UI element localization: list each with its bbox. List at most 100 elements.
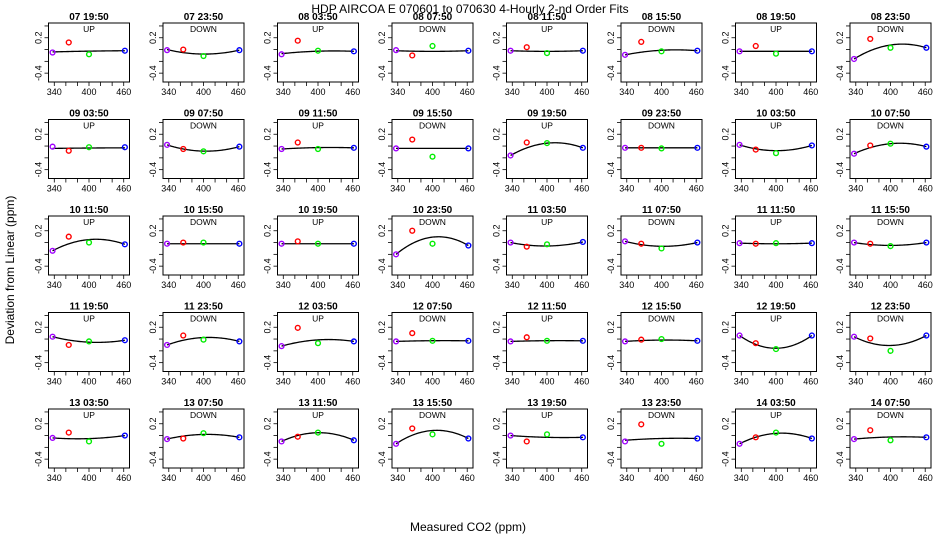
x-tick-label: 460 (803, 473, 818, 483)
x-tick-label: 400 (310, 473, 325, 483)
y-tick-label: 0.2 (835, 321, 845, 334)
data-point (867, 335, 874, 342)
x-tick-label: 340 (161, 473, 176, 483)
y-tick-label: -0.4 (606, 162, 616, 178)
panel-direction: DOWN (419, 314, 446, 324)
x-tick-label: 400 (654, 87, 669, 97)
data-point (180, 332, 187, 339)
x-tick-label: 460 (689, 184, 704, 194)
data-point (409, 330, 416, 337)
x-tick-label: 340 (47, 184, 62, 194)
fit-curve (624, 49, 698, 56)
fit-curve (281, 50, 354, 55)
x-tick-label: 340 (848, 87, 863, 97)
panel-direction: DOWN (877, 410, 904, 420)
panel-title: 08 15:50 (642, 12, 682, 23)
panel-direction: UP (541, 24, 553, 34)
data-point (200, 336, 207, 343)
x-tick-label: 400 (654, 280, 669, 290)
panel-title: 10 19:50 (298, 205, 338, 216)
panel-title: 07 19:50 (69, 12, 109, 23)
panel-direction: UP (83, 410, 95, 420)
y-tick-label: 0.2 (606, 128, 616, 141)
x-tick-label: 340 (505, 184, 520, 194)
data-point (180, 239, 187, 246)
x-tick-label: 340 (161, 87, 176, 97)
data-point (180, 145, 187, 153)
x-tick-label: 460 (116, 377, 131, 387)
y-tick-label: -0.4 (492, 258, 502, 274)
x-tick-label: 460 (803, 377, 818, 387)
data-point (350, 240, 357, 247)
data-point (429, 153, 436, 160)
x-tick-label: 340 (619, 377, 634, 387)
x-tick-label: 460 (345, 377, 360, 387)
x-tick-label: 400 (310, 280, 325, 290)
x-tick-label: 400 (539, 184, 554, 194)
x-tick-label: 340 (276, 473, 291, 483)
data-point (772, 240, 780, 247)
x-tick-label: 340 (848, 377, 863, 387)
data-point (85, 438, 93, 445)
fit-curve (166, 144, 240, 152)
x-tick-label: 460 (231, 377, 246, 387)
x-tick-label: 400 (81, 280, 96, 290)
data-point (772, 150, 780, 157)
data-point (887, 347, 894, 354)
data-point (507, 47, 514, 54)
data-point (867, 142, 874, 149)
y-tick-label: 0.2 (263, 417, 273, 430)
y-tick-label: -0.4 (34, 65, 44, 81)
data-point (638, 240, 645, 247)
panel-direction: DOWN (877, 314, 904, 324)
data-point (314, 145, 322, 153)
data-point (409, 136, 416, 143)
y-tick-label: 0.2 (377, 417, 387, 430)
y-tick-label: 0.2 (492, 31, 502, 44)
data-point (923, 332, 930, 339)
data-point (163, 341, 171, 349)
chart-title: HDP AIRCOA E 070601 to 070630 4-Hourly 2… (311, 2, 628, 16)
panel-direction: DOWN (190, 217, 217, 227)
data-point (867, 35, 874, 43)
x-tick-label: 400 (425, 184, 440, 194)
data-point (236, 434, 243, 441)
x-tick-label: 460 (918, 184, 933, 194)
x-tick-label: 340 (47, 473, 62, 483)
y-tick-label: -0.4 (721, 65, 731, 81)
data-point (314, 47, 322, 54)
fit-curve (281, 432, 355, 443)
data-point (579, 47, 586, 54)
data-point (923, 434, 930, 441)
x-tick-label: 460 (689, 473, 704, 483)
panel-title: 12 23:50 (871, 302, 911, 313)
fit-curve (510, 340, 583, 343)
y-tick-label: 0.2 (721, 31, 731, 44)
x-tick-label: 340 (505, 473, 520, 483)
y-tick-label: 0.2 (492, 128, 502, 141)
panel-direction: DOWN (877, 217, 904, 227)
data-point (465, 337, 472, 344)
fit-curve (853, 142, 927, 155)
y-tick-label: -0.4 (377, 355, 387, 371)
y-tick-label: -0.4 (263, 258, 273, 274)
x-tick-label: 340 (390, 377, 405, 387)
x-tick-label: 340 (276, 280, 291, 290)
y-tick-label: 0.2 (606, 224, 616, 237)
data-point (579, 238, 586, 246)
y-tick-label: -0.4 (34, 451, 44, 467)
x-tick-label: 460 (689, 377, 704, 387)
data-point (85, 239, 93, 246)
y-tick-label: -0.4 (606, 65, 616, 81)
x-tick-label: 340 (734, 184, 749, 194)
panel-direction: DOWN (419, 121, 446, 131)
data-point (85, 51, 93, 58)
y-tick-label: -0.4 (835, 355, 845, 371)
